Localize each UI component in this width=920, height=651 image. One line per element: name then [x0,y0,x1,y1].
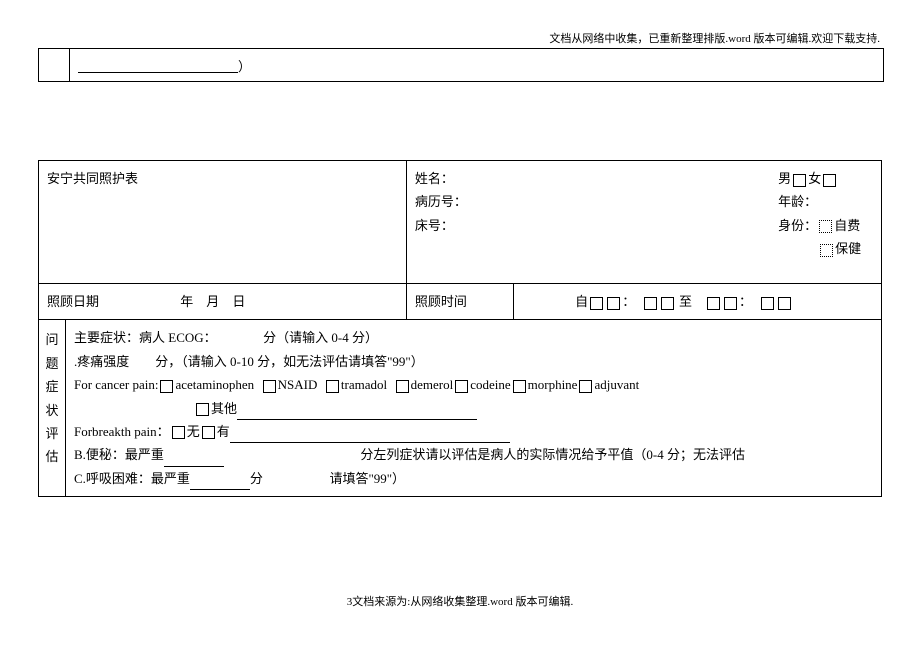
side-label: 问 题 症 状 评 估 [45,332,58,464]
time-box[interactable] [590,297,603,310]
time-from-label: 自 [575,294,588,309]
record-label: 病历号： [415,194,467,209]
identity-label: 身份： [778,218,817,233]
top-note-box: ） [38,48,884,82]
other-underline[interactable] [237,405,477,420]
cancer-pain-label: For cancer pain: [74,377,158,392]
gender-male-label: 男 [778,171,791,186]
assessment-content-cell: 主要症状：病人 ECOG： 分（请输入 0-4 分） .疼痛强度 分，（请输入 … [66,320,882,497]
time-box[interactable] [707,297,720,310]
patient-info-cell: 姓名： 男 女 病历号： 年龄： 床号： 身份： 自费 保健 [406,161,881,284]
adjuvant-checkbox[interactable] [579,380,592,393]
none-checkbox[interactable] [172,426,185,439]
footer-note: 3文档来源为:从网络收集整理.word 版本可编辑. [0,593,920,609]
yes-checkbox[interactable] [202,426,215,439]
side-label-cell: 问 题 症 状 评 估 [39,320,66,497]
identity-health: 保健 [835,241,861,256]
pain-intensity-line: .疼痛强度 分，（请输入 0-10 分，如无法评估请填答"99"） [74,350,873,373]
colon: ： [622,294,629,309]
month-label: 月 [206,294,219,309]
male-checkbox[interactable] [793,174,806,187]
care-time-label: 照顾时间 [415,294,467,309]
blank-underline [78,57,238,72]
care-date-label: 照顾日期 [47,290,177,313]
tramadol-checkbox[interactable] [326,380,339,393]
opt-nsaid: NSAID [278,377,318,392]
dyspnea-note: 请填答"99"） [329,471,405,486]
opt-acet: acetaminophen [175,377,254,392]
female-checkbox[interactable] [823,174,836,187]
ecog-label: 主要症状：病人 ECOG： [74,330,217,345]
opt-cod: codeine [470,377,510,392]
dyspnea-label: C.呼吸困难：最严重 [74,471,190,486]
care-date-cell: 照顾日期 年 月 日 [39,284,407,320]
ecog-hint: 分（请输入 0-4 分） [263,330,378,345]
opt-none: 无 [187,424,200,439]
name-label: 姓名： [415,171,454,186]
trailing-paren: ） [238,56,251,75]
other-checkbox[interactable] [196,403,209,416]
colon: ： [739,294,746,309]
bed-label: 床号： [415,218,454,233]
gender-female-label: 女 [808,171,821,186]
identity-self: 自费 [834,218,860,233]
codeine-checkbox[interactable] [455,380,468,393]
care-time-value-cell: 自 ： 至 ： [513,284,881,320]
opt-dem: demerol [411,377,454,392]
top-right-cell: ） [70,49,883,81]
time-box[interactable] [607,297,620,310]
breakth-pain-label: Forbreakth pain： [74,424,170,439]
time-to-label: 至 [679,294,692,309]
opt-other: 其他 [211,401,237,416]
care-form-table: 安宁共同照护表 姓名： 男 女 病历号： 年龄： 床号： 身份： 自费 保健 照顾日… [38,160,882,497]
header-note: 文档从网络中收集，已重新整理排版.word 版本可编辑.欢迎下载支持. [549,30,880,46]
dyspnea-underline[interactable] [190,475,250,490]
dyspnea-unit: 分 [250,471,263,486]
opt-tram: tramadol [341,377,387,392]
opt-mor: morphine [528,377,578,392]
time-box[interactable] [661,297,674,310]
time-box[interactable] [761,297,774,310]
time-box[interactable] [778,297,791,310]
opt-yes: 有 [217,424,230,439]
identity-health-checkbox[interactable] [820,244,833,257]
constipation-underline[interactable] [164,451,224,466]
top-left-cell [39,49,70,81]
acet-checkbox[interactable] [160,380,173,393]
year-label: 年 [180,294,193,309]
form-title: 安宁共同照护表 [47,171,138,186]
day-label: 日 [232,294,245,309]
constipation-note: 分左列症状请以评估是病人的实际情况给予平值（0-4 分；无法评估 [360,447,745,462]
age-label: 年龄： [778,194,817,209]
constipation-label: B.便秘：最严重 [74,447,164,462]
demerol-checkbox[interactable] [396,380,409,393]
form-title-cell: 安宁共同照护表 [39,161,407,284]
care-time-label-cell: 照顾时间 [406,284,513,320]
morphine-checkbox[interactable] [513,380,526,393]
nsaid-checkbox[interactable] [263,380,276,393]
identity-self-checkbox[interactable] [819,220,832,233]
time-box[interactable] [724,297,737,310]
breakth-underline[interactable] [230,428,510,443]
opt-adj: adjuvant [594,377,639,392]
time-box[interactable] [644,297,657,310]
